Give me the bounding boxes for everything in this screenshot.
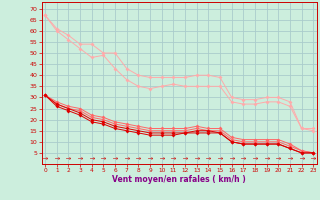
X-axis label: Vent moyen/en rafales ( km/h ): Vent moyen/en rafales ( km/h ): [112, 175, 246, 184]
